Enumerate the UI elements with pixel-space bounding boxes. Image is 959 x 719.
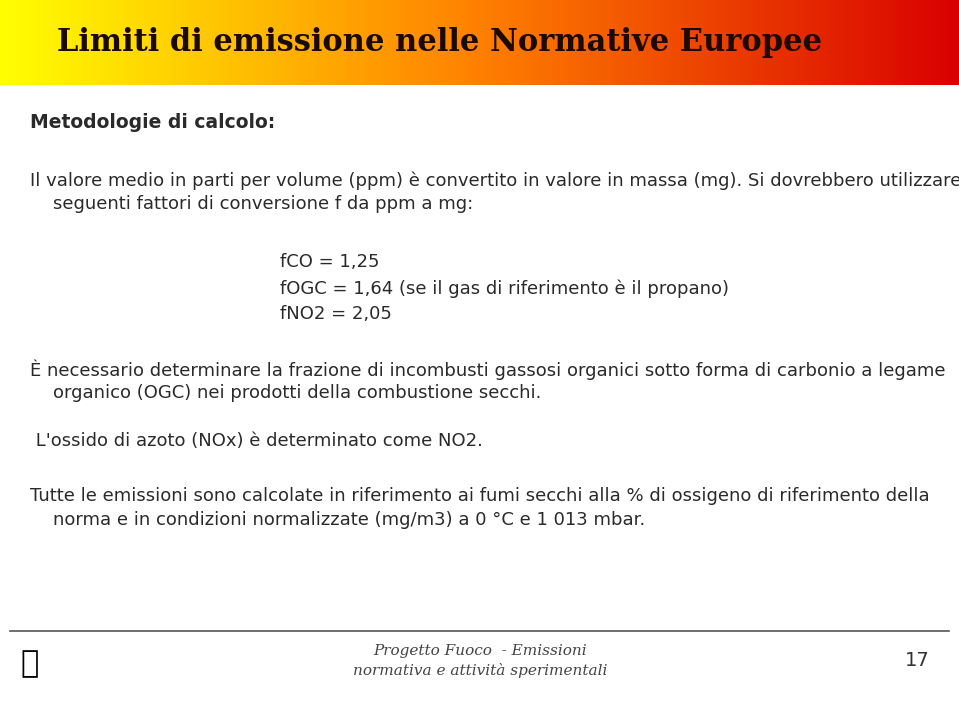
Text: norma e in condizioni normalizzate (mg/m3) a 0 °C e 1 013 mbar.: norma e in condizioni normalizzate (mg/m… [30,511,645,529]
Text: fCO = 1,25: fCO = 1,25 [280,253,380,271]
Text: seguenti fattori di conversione f da ppm a mg:: seguenti fattori di conversione f da ppm… [30,195,473,213]
Text: È necessario determinare la frazione di incombusti gassosi organici sotto forma : È necessario determinare la frazione di … [30,360,946,380]
Text: fNO2 = 2,05: fNO2 = 2,05 [280,305,392,323]
Text: Limiti di emissione nelle Normative Europee: Limiti di emissione nelle Normative Euro… [58,27,823,58]
Text: fOGC = 1,64 (se il gas di riferimento è il propano): fOGC = 1,64 (se il gas di riferimento è … [280,279,729,298]
Text: L'ossido di azoto (NOx) è determinato come NO2.: L'ossido di azoto (NOx) è determinato co… [30,432,483,450]
Text: Il valore medio in parti per volume (ppm) è convertito in valore in massa (mg). : Il valore medio in parti per volume (ppm… [30,171,959,190]
Text: Metodologie di calcolo:: Metodologie di calcolo: [30,113,275,132]
Text: 🔥: 🔥 [21,649,39,679]
Text: Tutte le emissioni sono calcolate in riferimento ai fumi secchi alla % di ossige: Tutte le emissioni sono calcolate in rif… [30,487,929,505]
Text: normativa e attività sperimentali: normativa e attività sperimentali [353,664,607,679]
Text: 17: 17 [905,651,930,671]
Text: Progetto Fuoco  - Emissioni: Progetto Fuoco - Emissioni [373,644,587,658]
Text: organico (OGC) nei prodotti della combustione secchi.: organico (OGC) nei prodotti della combus… [30,384,542,402]
